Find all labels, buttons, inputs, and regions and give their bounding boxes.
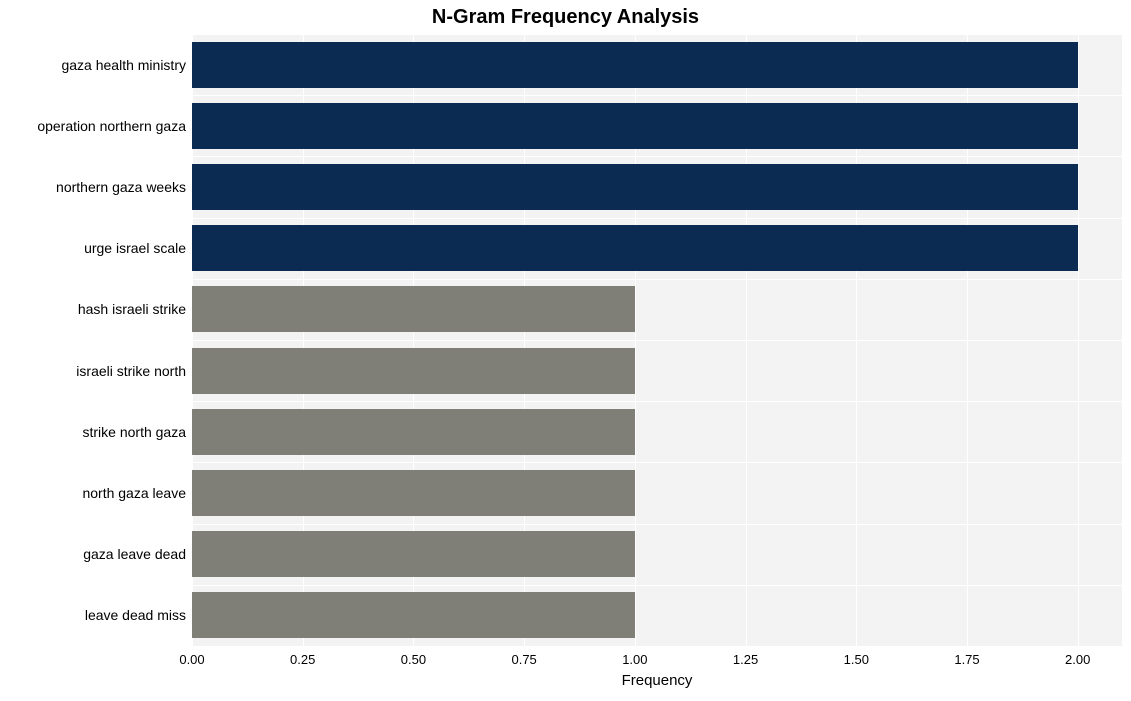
bar [192, 286, 635, 332]
y-tick-label: leave dead miss [0, 608, 186, 622]
y-tick-label: hash israeli strike [0, 302, 186, 316]
y-tick-label: northern gaza weeks [0, 180, 186, 194]
x-tick-label: 2.00 [1065, 652, 1090, 667]
v-gridline [1078, 34, 1079, 646]
y-tick-label: operation northern gaza [0, 119, 186, 133]
h-gridline [192, 95, 1122, 96]
h-gridline [192, 462, 1122, 463]
h-gridline [192, 218, 1122, 219]
chart-title: N-Gram Frequency Analysis [0, 6, 1131, 29]
bar [192, 164, 1078, 210]
x-tick-label: 1.50 [844, 652, 869, 667]
h-gridline [192, 340, 1122, 341]
bar [192, 531, 635, 577]
y-tick-label: gaza leave dead [0, 547, 186, 561]
x-tick-label: 0.75 [511, 652, 536, 667]
h-gridline [192, 585, 1122, 586]
y-tick-label: strike north gaza [0, 425, 186, 439]
bar [192, 470, 635, 516]
x-tick-label: 1.25 [733, 652, 758, 667]
y-tick-label: israeli strike north [0, 364, 186, 378]
bar [192, 42, 1078, 88]
x-tick-label: 1.75 [954, 652, 979, 667]
h-gridline [192, 646, 1122, 647]
bar [192, 409, 635, 455]
bar [192, 103, 1078, 149]
h-gridline [192, 279, 1122, 280]
bar [192, 225, 1078, 271]
x-tick-label: 1.00 [622, 652, 647, 667]
h-gridline [192, 401, 1122, 402]
x-axis-label: Frequency [192, 672, 1122, 689]
x-tick-label: 0.50 [401, 652, 426, 667]
ngram-frequency-chart: N-Gram Frequency Analysis Frequency gaza… [0, 0, 1131, 701]
plot-area [192, 34, 1122, 646]
y-tick-label: north gaza leave [0, 486, 186, 500]
bar [192, 592, 635, 638]
y-tick-label: urge israel scale [0, 241, 186, 255]
x-tick-label: 0.25 [290, 652, 315, 667]
y-tick-label: gaza health ministry [0, 58, 186, 72]
x-tick-label: 0.00 [179, 652, 204, 667]
h-gridline [192, 156, 1122, 157]
h-gridline [192, 34, 1122, 35]
h-gridline [192, 524, 1122, 525]
bar [192, 348, 635, 394]
